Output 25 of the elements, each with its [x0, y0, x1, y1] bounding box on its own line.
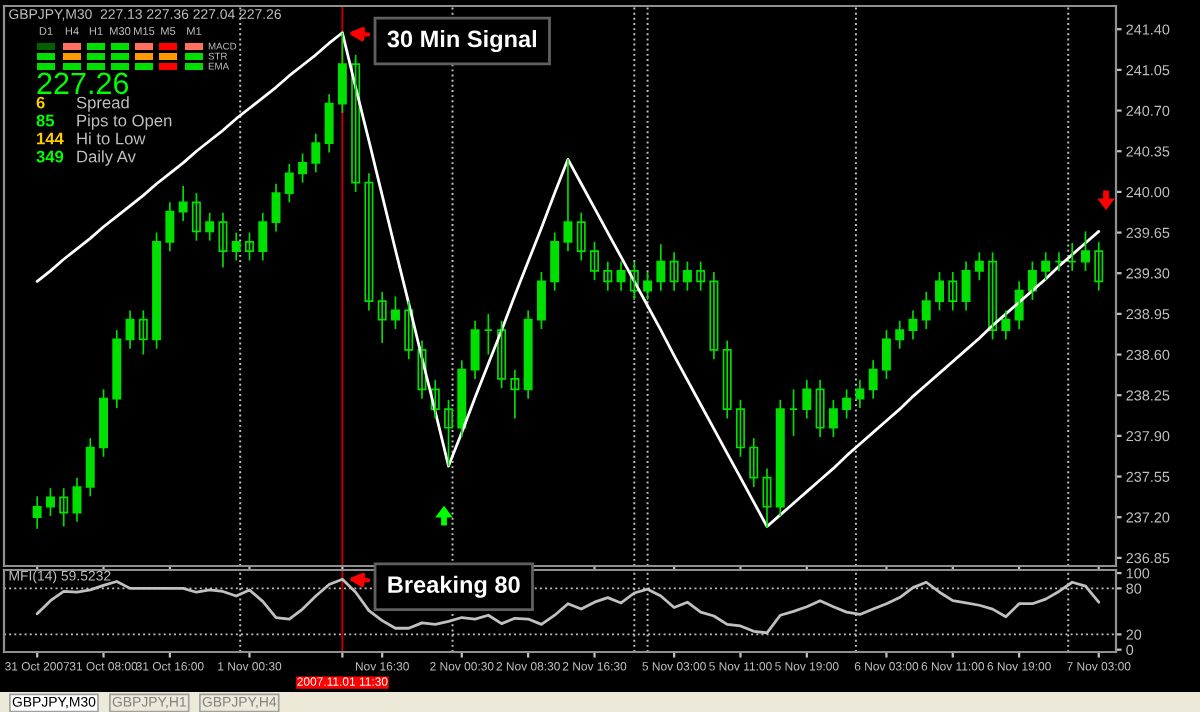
candlestick [735, 399, 745, 458]
candlestick [590, 241, 599, 282]
candlestick [696, 260, 706, 292]
candlestick [682, 260, 692, 292]
annotation: Daily Av [77, 150, 136, 166]
annotation: Hi to Low [77, 132, 146, 145]
annotation: 85 [36, 114, 55, 127]
annotation: 6 [36, 96, 45, 109]
candlestick [245, 231, 254, 262]
candlestick [1080, 230, 1090, 272]
annotation: Pips to Open [77, 114, 172, 130]
candlestick [337, 31, 347, 114]
annotation: Spread [76, 96, 129, 112]
candlestick [842, 388, 852, 420]
annotation: Breaking 80 [388, 575, 520, 598]
annotation: 30 Min Signal [387, 30, 537, 53]
annotation: 227.26 [37, 72, 129, 95]
candlestick [298, 152, 308, 184]
annotation: 144 [37, 132, 64, 145]
candlestick [45, 487, 55, 517]
line-series [35, 31, 1101, 528]
candlestick [536, 271, 546, 330]
annotation: 349 [36, 150, 64, 163]
candlestick [390, 295, 400, 330]
candlestick [828, 399, 838, 438]
